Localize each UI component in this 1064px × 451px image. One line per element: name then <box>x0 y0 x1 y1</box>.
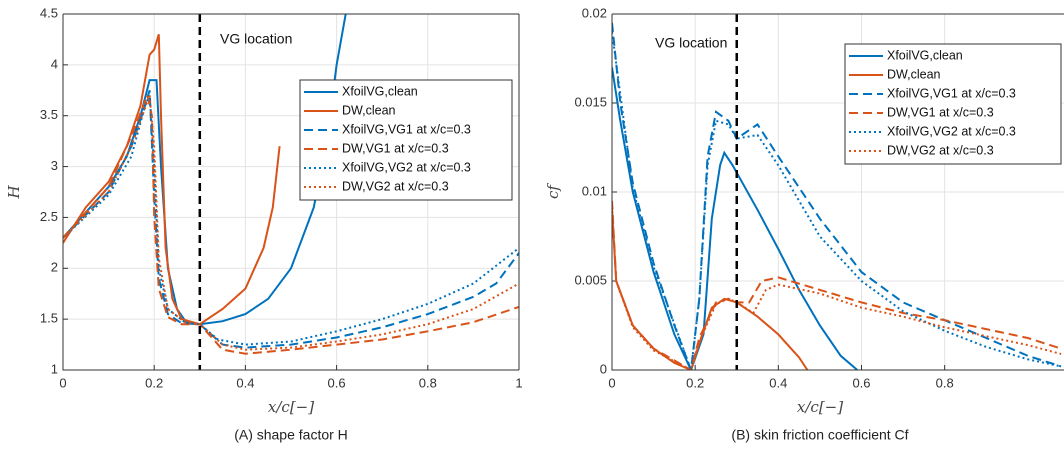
y-tick-label: 3.5 <box>40 107 58 122</box>
y-tick-label: 1.5 <box>40 311 58 326</box>
series-group <box>612 22 1062 370</box>
caption: (A) shape factor H <box>234 427 348 443</box>
y-tick-label: 3 <box>51 158 58 173</box>
legend: XfoilVG,clean DW,clean XfoilVG,VG1 at x/c=… <box>844 43 1062 165</box>
x-tick-label: 0 <box>608 375 615 390</box>
legend-box <box>844 43 1062 165</box>
x-tick-label: 0.4 <box>236 375 254 390</box>
y-tick-label: 0.005 <box>574 272 607 287</box>
x-tick-label: 0.6 <box>852 375 870 390</box>
x-axis-label: x/c[−] <box>268 398 314 416</box>
legend: XfoilVG,clean DW,clean XfoilVG,VG1 at x/c=… <box>299 79 513 201</box>
legend-label: XfoilVG,VG1 at x/c=0.3 <box>342 122 471 136</box>
legend-label: DW,VG1 at x/c=0.3 <box>887 105 994 119</box>
legend-label: XfoilVG,VG2 at x/c=0.3 <box>887 124 1016 138</box>
x-tick-label: 0.2 <box>686 375 704 390</box>
y-tick-label: 4.5 <box>40 5 58 20</box>
x-tick-label: 0.8 <box>936 375 954 390</box>
legend-label: DW,VG1 at x/c=0.3 <box>342 141 449 155</box>
data-line <box>612 31 1062 370</box>
axes-frame <box>611 13 1064 371</box>
y-tick-label: 0.02 <box>582 5 607 20</box>
legend-label: XfoilVG,clean <box>887 48 963 62</box>
legend-label: DW,VG2 at x/c=0.3 <box>887 143 994 157</box>
y-tick-label: 2 <box>51 260 58 275</box>
y-tick-label: 0.01 <box>582 183 607 198</box>
annotation: VG location <box>655 35 727 51</box>
x-tick-label: 0.6 <box>328 375 346 390</box>
x-tick-label: 0 <box>59 375 66 390</box>
x-tick-label: 1 <box>515 375 522 390</box>
y-tick-label: 1 <box>51 361 58 376</box>
y-axis-label: H <box>5 185 23 200</box>
data-line <box>612 200 1062 370</box>
series-group <box>63 14 519 355</box>
x-tick-label: 0.2 <box>145 375 163 390</box>
legend-label: XfoilVG,VG1 at x/c=0.3 <box>887 86 1016 100</box>
data-line <box>612 67 858 370</box>
y-axis-label: cf <box>544 183 562 199</box>
data-line <box>63 91 519 355</box>
x-tick-label: 0.8 <box>419 375 437 390</box>
axes-frame <box>62 13 520 371</box>
legend-label: DW,clean <box>887 67 941 81</box>
data-line <box>63 94 519 346</box>
y-tick-label: 0 <box>600 361 607 376</box>
annotation: VG location <box>220 31 292 47</box>
y-tick-label: 0.015 <box>574 94 607 109</box>
legend-label: XfoilVG,VG2 at x/c=0.3 <box>342 160 471 174</box>
legend-label: DW,VG2 at x/c=0.3 <box>342 179 449 193</box>
y-tick-label: 4 <box>51 56 58 71</box>
legend-box <box>299 79 513 201</box>
x-axis-label: x/c[−] <box>797 398 843 416</box>
x-tick-label: 0.4 <box>769 375 787 390</box>
data-line <box>63 95 519 351</box>
data-line <box>612 206 1062 370</box>
legend-label: XfoilVG,clean <box>342 84 418 98</box>
legend-label: DW,clean <box>342 103 396 117</box>
y-tick-label: 2.5 <box>40 209 58 224</box>
caption: (B) skin friction coefficient Cf <box>731 427 908 443</box>
